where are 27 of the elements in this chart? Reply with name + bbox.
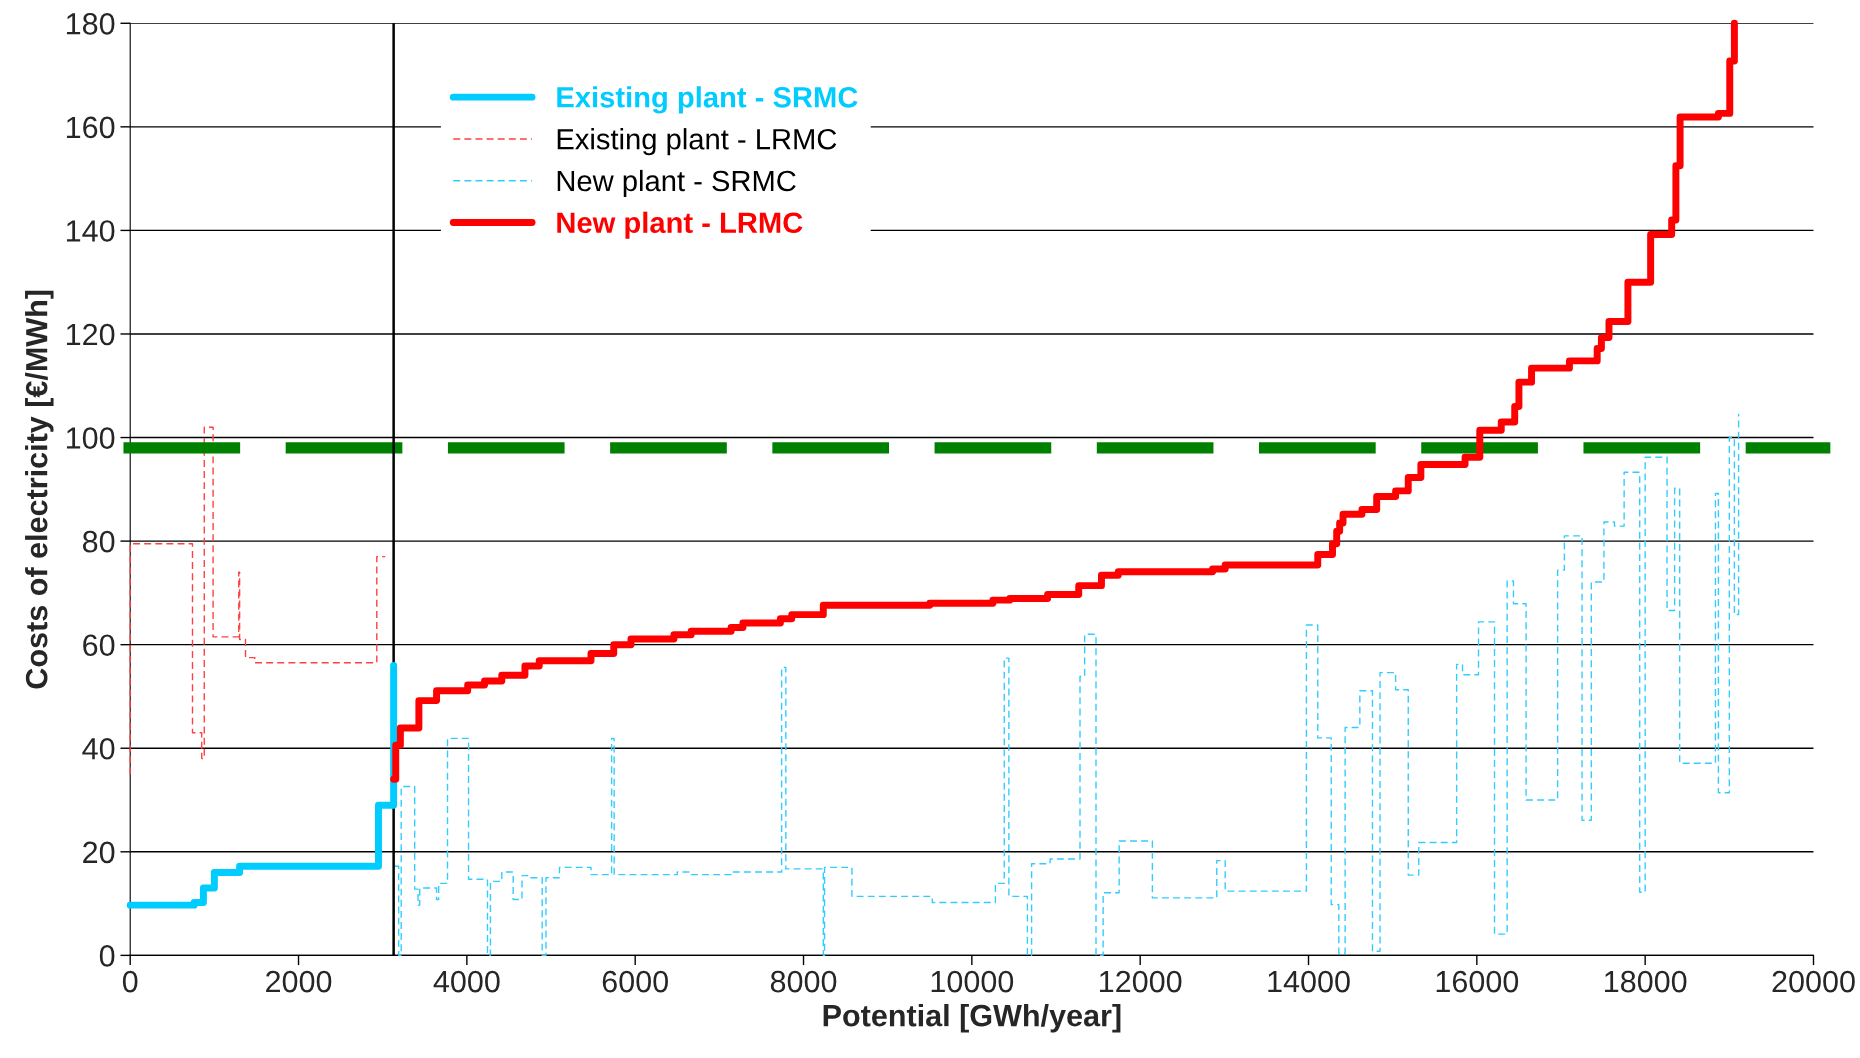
x-tick-label: 6000 (602, 970, 668, 993)
x-tick-label: 2000 (266, 970, 332, 993)
legend-label: Existing plant - SRMC (557, 86, 858, 114)
legend-label: New plant - LRMC (557, 211, 803, 239)
x-tick-label: 12000 (1100, 970, 1182, 993)
y-tick-label: 160 (66, 116, 115, 139)
x-tick-label: 8000 (770, 970, 837, 993)
y-tick-label: 80 (82, 530, 115, 553)
x-tick-label: 14000 (1268, 970, 1350, 993)
legend-label: New plant - SRMC (557, 169, 796, 198)
y-tick-label: 40 (82, 737, 115, 760)
y-tick-label: 20 (83, 841, 115, 864)
y-tick-label: 120 (66, 323, 115, 346)
y-tick-label: 100 (66, 427, 115, 449)
y-tick-label: 180 (66, 13, 115, 35)
x-tick-label: 0 (122, 970, 138, 993)
x-tick-label: 4000 (433, 970, 500, 993)
x-tick-label: 16000 (1436, 970, 1519, 993)
x-tick-label: 20000 (1772, 970, 1855, 993)
x-axis-title: Potential [GWh/year] (823, 1004, 1121, 1033)
legend-label: Existing plant - LRMC (557, 128, 837, 156)
y-tick-label: 0 (99, 945, 115, 967)
y-axis-title: Costs of electricity [€/MWh] (25, 290, 54, 689)
x-tick-label: 10000 (931, 970, 1014, 993)
y-tick-label: 60 (83, 634, 115, 657)
y-tick-label: 140 (66, 220, 115, 242)
x-tick-label: 18000 (1605, 970, 1687, 993)
